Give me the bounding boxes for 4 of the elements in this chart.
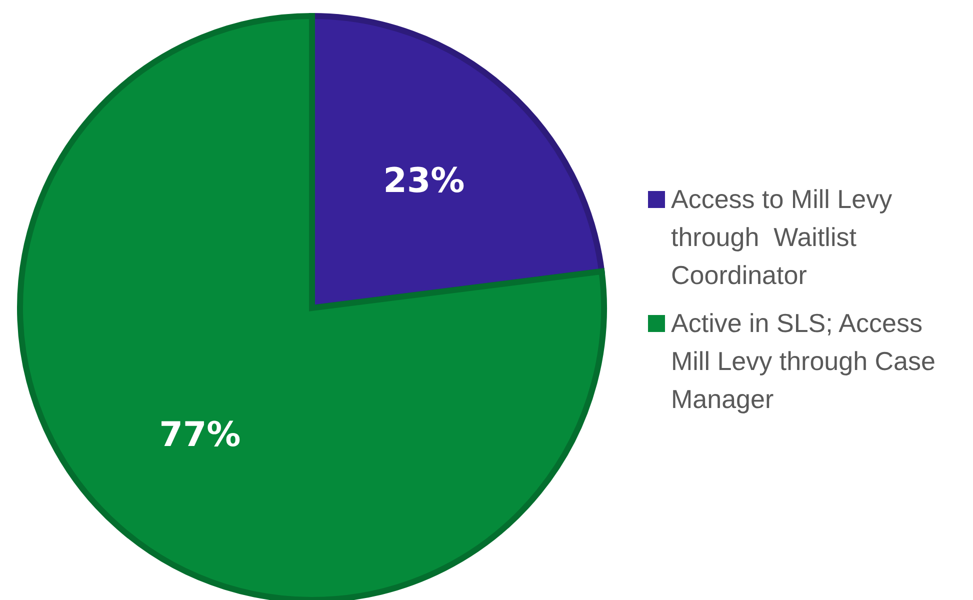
legend-label: Active in SLS; Access Mill Levy through Case Manager	[671, 307, 936, 416]
data-label: 77%	[159, 415, 241, 456]
legend-label: Access to Mill Levy through Waitlist Coordinator	[671, 183, 894, 292]
data-label: 23%	[383, 160, 465, 201]
